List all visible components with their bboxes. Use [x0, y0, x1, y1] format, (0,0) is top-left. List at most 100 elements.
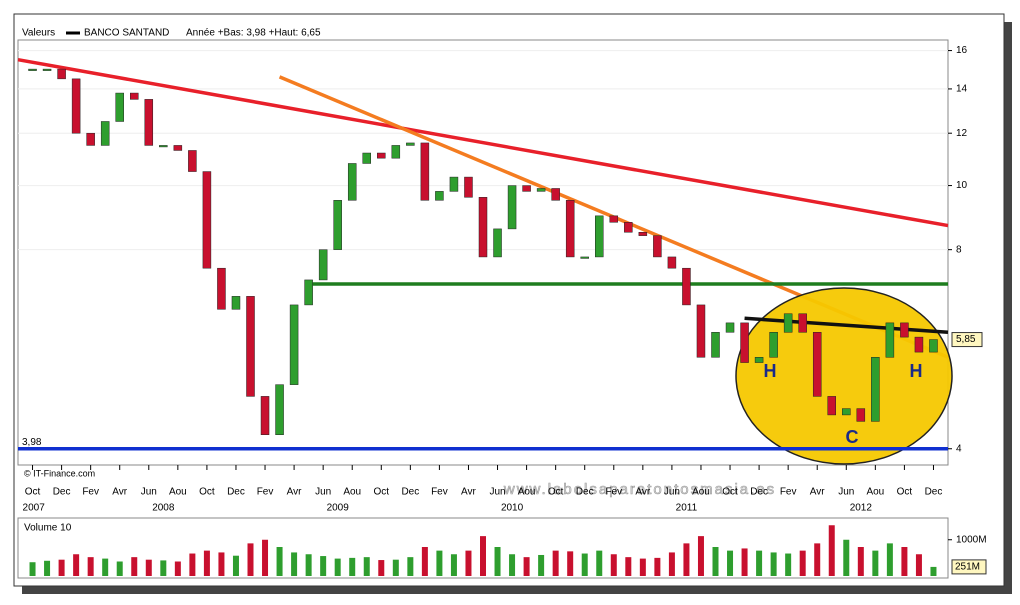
candle [565, 200, 575, 258]
volume-bar [378, 560, 385, 576]
volume-bar [131, 557, 138, 576]
volume-bar [756, 550, 763, 576]
candle [595, 215, 604, 258]
x-tick-label: Jun [664, 487, 680, 498]
candle [347, 163, 357, 201]
volume-bar [857, 547, 864, 576]
volume-bar [58, 559, 65, 576]
candle [682, 267, 691, 306]
x-tick-label: Dec [925, 487, 943, 498]
volume-bar [421, 547, 428, 576]
candle [871, 357, 880, 422]
candle [86, 132, 95, 146]
candle [769, 332, 778, 358]
volume-bar [480, 536, 486, 576]
volume-bar [509, 554, 516, 576]
volume-last-label: 251M [955, 562, 980, 573]
volume-bar [247, 543, 254, 576]
x-tick-label: Dec [576, 487, 594, 498]
candle [217, 267, 226, 310]
candle [289, 304, 299, 385]
candle [551, 188, 560, 201]
volume-bar [915, 554, 922, 576]
x-tick-label: Oct [722, 487, 738, 498]
volume-bar [930, 566, 937, 576]
candle [624, 222, 633, 233]
candle [653, 235, 662, 258]
x-tick-label: Dec [53, 487, 71, 498]
candle [173, 145, 183, 151]
candle [464, 176, 473, 198]
x-tick-label: Aou [518, 487, 536, 498]
last-box [951, 332, 983, 348]
candle [420, 142, 430, 201]
volume-bar [174, 561, 181, 576]
volume-bar [741, 548, 748, 576]
volume-bar [785, 553, 792, 576]
y-tick-label: 10 [956, 180, 968, 191]
candle [188, 150, 197, 172]
volume-bar [727, 550, 734, 576]
candle [478, 197, 488, 258]
candle [275, 384, 284, 435]
candle [493, 228, 502, 258]
volume-bar [567, 551, 574, 576]
candle [812, 332, 822, 397]
y-tick-label: 8 [956, 244, 962, 255]
candle [130, 92, 139, 100]
x-tick-label: Oct [374, 487, 390, 498]
x-tick-label: Jun [838, 487, 854, 498]
volume-bar [334, 558, 341, 576]
volume-bar [523, 557, 530, 576]
volume-bar [538, 554, 545, 576]
volume-bar [596, 550, 603, 576]
last-label: 5,85 [956, 334, 976, 345]
volume-bar [189, 553, 196, 576]
candle [159, 145, 168, 148]
candle [856, 408, 866, 422]
candle [580, 256, 589, 259]
volume-bar [436, 550, 443, 576]
candle [725, 322, 735, 333]
y-tick-label: 14 [956, 84, 968, 95]
volume-bar [262, 539, 269, 576]
x-tick-label: Dec [750, 487, 768, 498]
volume-bar [654, 557, 661, 576]
candle [435, 191, 444, 201]
year-label: 2009 [327, 503, 350, 514]
x-tick-label: Avr [810, 487, 825, 498]
candle [507, 185, 517, 230]
x-tick-label: Fev [605, 487, 622, 498]
volume-bar [770, 552, 777, 576]
x-tick-label: Dec [401, 487, 419, 498]
volume-bar [407, 557, 414, 576]
trendline [744, 316, 949, 335]
volume-bar [843, 539, 850, 576]
volume-bar [639, 558, 646, 576]
volume-bar [102, 558, 109, 576]
candle [536, 188, 546, 192]
candle [318, 249, 328, 281]
chart-subtitle: Année +Bas: 3,98 +Haut: 6,65 [186, 28, 321, 39]
x-tick-label: Jun [141, 487, 157, 498]
credit: © IT-Finance.com [24, 468, 95, 478]
candle [362, 152, 371, 164]
volume-bar [552, 550, 559, 576]
candle [914, 336, 924, 353]
year-label: 2008 [152, 503, 175, 514]
x-tick-label: Fev [431, 487, 448, 498]
candle [406, 142, 415, 146]
candle [100, 121, 110, 146]
volume-bar [886, 543, 893, 576]
volume-bar [392, 559, 399, 576]
x-tick-label: Jun [315, 487, 331, 498]
x-tick-label: Aou [343, 487, 361, 498]
year-label: 2010 [501, 503, 524, 514]
candle [740, 322, 749, 363]
candle [71, 78, 81, 134]
candle [449, 176, 459, 192]
candle [115, 92, 124, 122]
volume-bar [450, 554, 457, 576]
volume-bar [363, 557, 370, 576]
volume-bar [814, 543, 821, 576]
